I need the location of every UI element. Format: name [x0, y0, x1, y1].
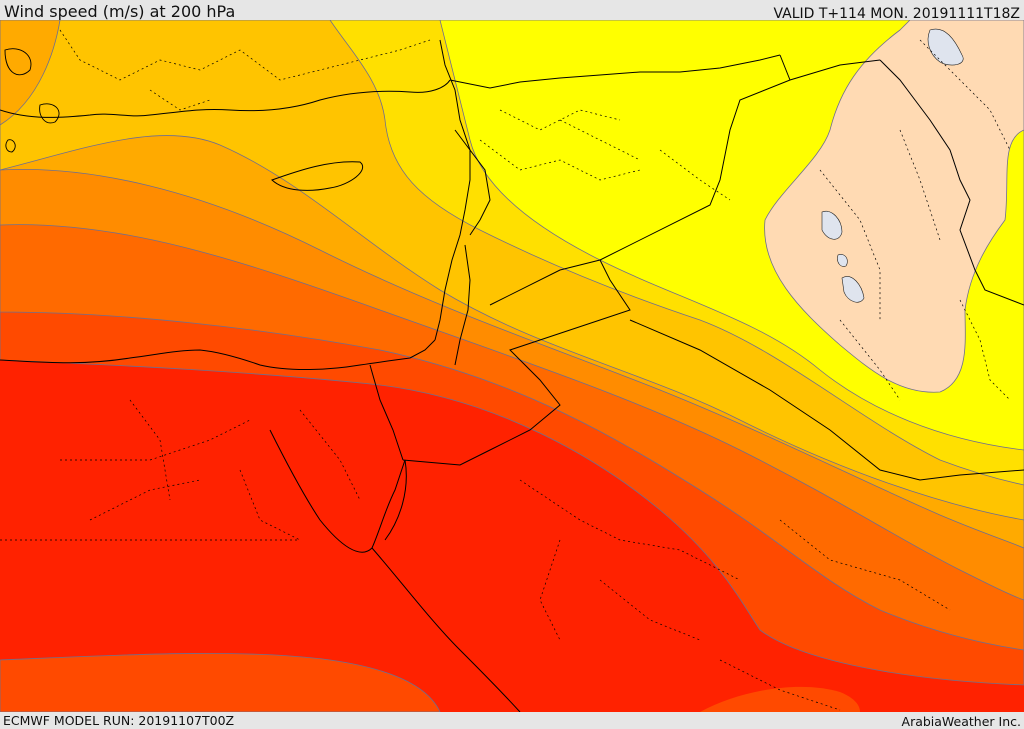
province-borders-iran	[919, 39, 1011, 401]
province-borders-syria	[479, 109, 641, 181]
border-iraq-iran	[879, 59, 1024, 306]
cyprus-coast	[271, 161, 363, 191]
aegean-islands	[4, 48, 60, 153]
map-title: Wind speed (m/s) at 200 hPa	[4, 2, 236, 21]
lake-1	[927, 28, 964, 66]
border-syria-turkey	[449, 54, 781, 89]
lake-4	[841, 276, 865, 303]
credit-label: ArabiaWeather Inc.	[901, 714, 1021, 729]
footer-bar	[0, 712, 1024, 729]
coastline-north-africa	[0, 339, 436, 371]
coastline-sinai-east	[384, 459, 407, 541]
province-borders-iraq	[559, 119, 941, 401]
border-jordan-iraq	[489, 259, 601, 306]
province-borders-egypt	[60, 399, 361, 541]
wind-speed-map	[0, 20, 1024, 712]
border-lebanon-syria	[454, 129, 491, 236]
border-syria-iraq	[779, 54, 791, 81]
province-borders-turkey	[59, 29, 431, 111]
border-israel-jordan	[454, 244, 471, 366]
header-bar: Wind speed (m/s) at 200 hPa VALID T+114 …	[0, 0, 1024, 22]
band-weakest	[764, 20, 1024, 393]
coastline-red-sea-south	[371, 547, 521, 712]
coastline-levant	[434, 39, 471, 341]
coastline-red-sea	[269, 429, 406, 553]
valid-time: VALID T+114 MON. 20191111T18Z	[773, 6, 1020, 22]
coastline-turkey	[0, 79, 451, 118]
lake-2	[821, 210, 843, 240]
model-run-label: ECMWF MODEL RUN: 20191107T00Z	[3, 713, 235, 728]
border-jordan-saudi	[402, 59, 881, 466]
border-egypt-israel	[369, 364, 404, 461]
band-southeast-small	[700, 686, 860, 712]
lake-3	[837, 254, 848, 267]
border-saudi-iraq	[629, 319, 1024, 481]
band-southwest	[0, 652, 441, 712]
province-borders-saudi	[519, 479, 951, 711]
